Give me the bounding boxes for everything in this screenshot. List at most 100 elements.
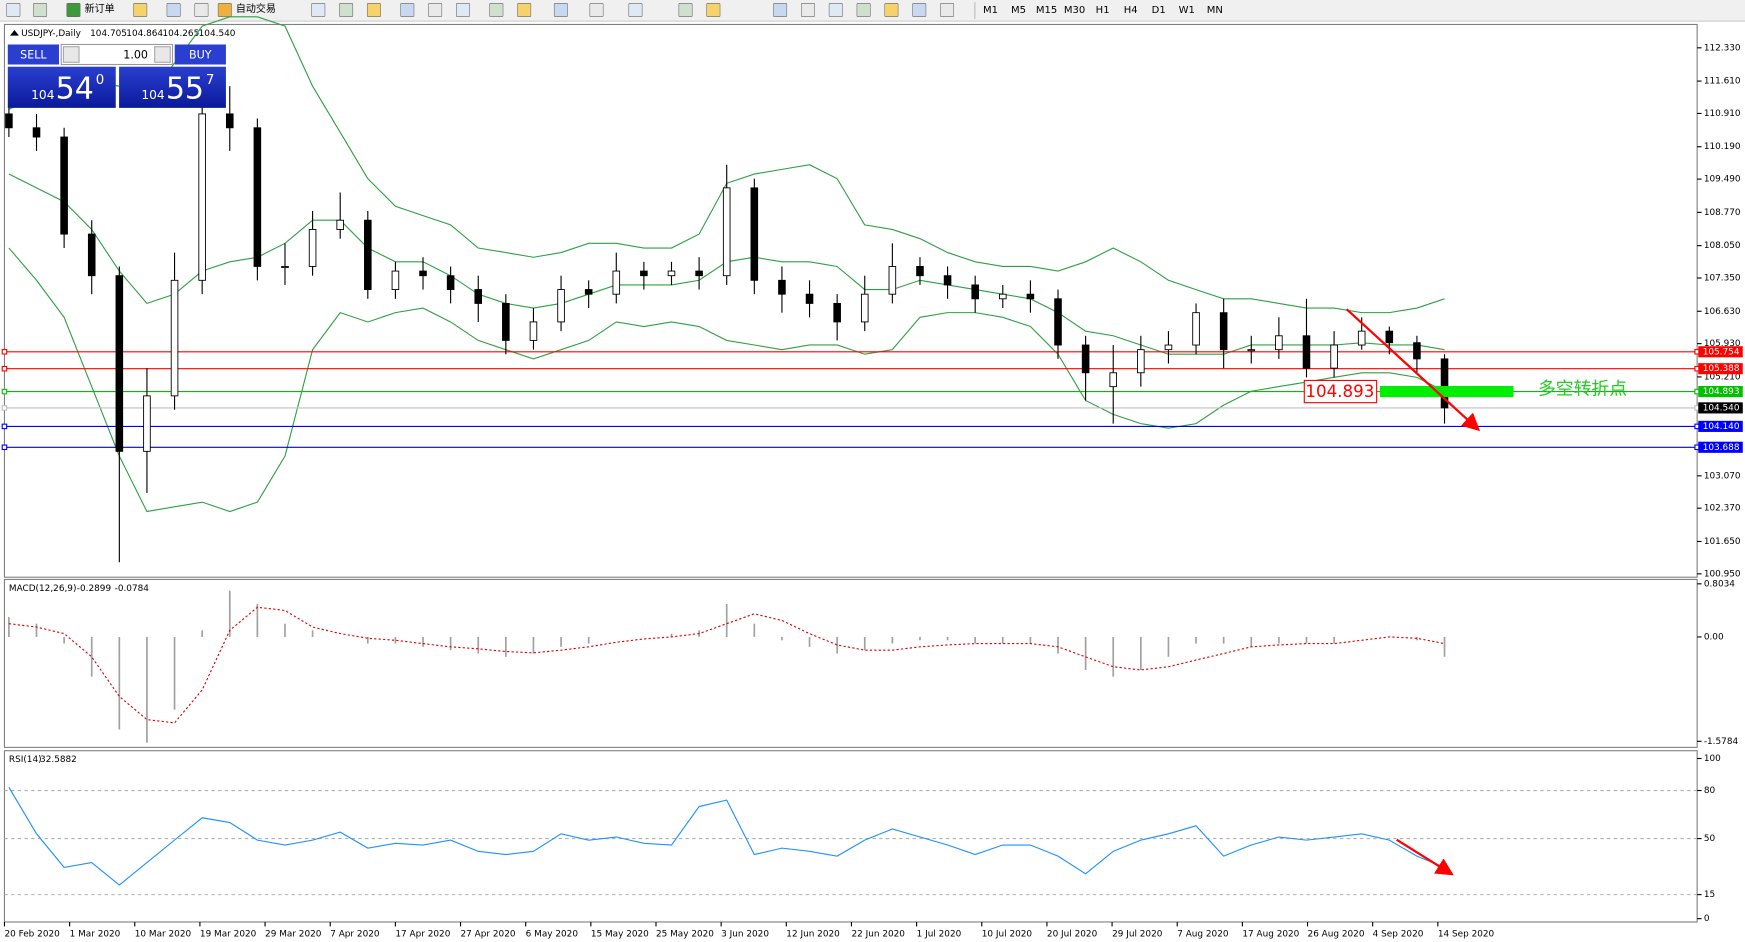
toolbar-icon[interactable] (706, 3, 721, 17)
x-tick-label: 22 Jun 2020 (851, 930, 905, 940)
candle-body (253, 127, 262, 267)
level-label-box (1698, 346, 1743, 358)
level-label-box (1698, 441, 1743, 453)
toolbar-icon[interactable] (311, 3, 326, 17)
level-label-box (1698, 386, 1743, 398)
toolbar-icon[interactable] (589, 3, 604, 17)
y-tick-label: 111.610 (1704, 77, 1741, 87)
candle-body (695, 270, 703, 277)
x-tick-label: 7 Aug 2020 (1177, 930, 1229, 940)
timeframe-button[interactable]: MN (1207, 5, 1223, 16)
ask-big-figure: 104 (141, 88, 165, 102)
candle-body (308, 229, 317, 267)
x-tick-label: 17 Aug 2020 (1242, 930, 1299, 940)
lot-value[interactable]: 1.00 (123, 49, 148, 62)
title-marker (10, 30, 19, 36)
timeframe-button[interactable]: M1 (983, 5, 998, 16)
timeframe-button[interactable]: D1 (1152, 5, 1166, 16)
toolbar-icon[interactable] (628, 3, 643, 17)
indicator-readout: -0.0784 (115, 584, 150, 594)
toolbar-icon[interactable] (133, 3, 148, 17)
x-tick-label: 19 Mar 2020 (200, 930, 257, 940)
annotation-text: 多空转折点 (1538, 378, 1627, 399)
sell-label[interactable]: SELL (20, 49, 47, 62)
indicator-readout: 32.5882 (40, 755, 77, 765)
toolbar-button[interactable]: 自动交易 (236, 2, 276, 15)
buy-button[interactable] (174, 44, 226, 65)
y-tick-label: 110.910 (1704, 109, 1741, 119)
toolbar-icon[interactable] (912, 3, 927, 17)
toolbar-icon[interactable] (456, 3, 470, 17)
toolbar-button[interactable]: 新订单 (85, 2, 115, 15)
y-tick-label: 101.650 (1704, 537, 1741, 547)
x-tick-label: 10 Jul 2020 (982, 930, 1033, 940)
ask-box[interactable] (119, 66, 226, 108)
candle-body (971, 284, 979, 300)
toolbar-icon[interactable] (773, 3, 788, 17)
toolbar-items: 新订单 自动交易 M1 M5 M15 M30 H1 H4 D1 W1 MN (6, 2, 1223, 19)
candle-body (584, 289, 593, 295)
x-tick-label: 12 Jun 2020 (786, 930, 840, 940)
candle-body (474, 289, 483, 304)
toolbar-icon[interactable] (166, 3, 181, 17)
buy-label[interactable]: BUY (189, 49, 212, 62)
toolbar-icon[interactable] (194, 3, 209, 17)
candle-body (60, 136, 68, 235)
toolbar-icon[interactable] (366, 3, 381, 17)
candle-body (87, 233, 96, 277)
y-tick-label: 112.330 (1704, 43, 1741, 53)
timeframe-button[interactable]: M15 (1036, 5, 1057, 16)
bid-fraction: 0 (96, 73, 105, 88)
toolbar-icon[interactable] (678, 3, 693, 17)
toolbar-icon[interactable] (800, 3, 815, 17)
candle-body (502, 302, 510, 341)
x-tick-label: 10 Mar 2020 (135, 930, 192, 940)
toolbar-icon[interactable] (517, 3, 532, 17)
toolbar-icon[interactable] (553, 3, 568, 17)
timeframe-button[interactable]: W1 (1179, 5, 1195, 16)
candle-body (170, 279, 179, 397)
toolbar-icon[interactable] (828, 3, 843, 17)
y-tick-label: 0.00 (1704, 632, 1724, 642)
toolbar-icon[interactable] (489, 3, 504, 17)
lot-up[interactable] (154, 46, 171, 63)
lot-input[interactable] (60, 43, 174, 66)
sell-button[interactable] (7, 44, 59, 65)
toolbar-icon[interactable] (339, 3, 354, 17)
button-icon[interactable] (66, 3, 81, 17)
toolbar-icon[interactable] (6, 3, 21, 17)
trade-panel: SELL 1.00 BUY 104 54 0 104 55 7 (7, 43, 226, 108)
x-tick-label: 29 Mar 2020 (265, 930, 322, 940)
toolbar-icon[interactable] (940, 3, 955, 17)
x-tick-label: 14 Sep 2020 (1438, 930, 1495, 940)
candle-body (1357, 330, 1366, 346)
candle-body (5, 113, 13, 129)
candle-body (888, 266, 897, 295)
toolbar-icon[interactable] (33, 3, 48, 17)
ask-fraction: 7 (206, 73, 215, 88)
indicator-title: RSI(14) (9, 755, 42, 765)
toolbar-icon[interactable] (884, 3, 899, 17)
y-tick-label: 106.630 (1704, 307, 1741, 317)
trend-arrow (1345, 308, 1481, 432)
x-tick-label: 17 Apr 2020 (395, 930, 450, 940)
candle-body (943, 275, 952, 286)
rsi-panel (3, 750, 1698, 923)
plots: 112.330 111.610 110.910 110.190 109.490 108.7… (1, 16, 1743, 940)
lot-down[interactable] (62, 46, 80, 63)
toolbar-icon[interactable] (400, 3, 415, 17)
bid-box[interactable] (7, 66, 116, 108)
macd-line (8, 606, 1445, 724)
timeframe-button[interactable]: M5 (1011, 5, 1026, 16)
candle-body (999, 293, 1007, 300)
toolbar-icon[interactable] (856, 3, 871, 17)
timeframe-button[interactable]: H1 (1096, 5, 1110, 16)
candle-body (1302, 335, 1311, 369)
quote-value: 104.265 (162, 29, 199, 39)
toolbar-icon[interactable] (428, 3, 443, 17)
timeframe-button[interactable]: H4 (1124, 5, 1138, 16)
button-icon[interactable] (217, 3, 232, 17)
timeframe-button[interactable]: M30 (1064, 5, 1085, 16)
